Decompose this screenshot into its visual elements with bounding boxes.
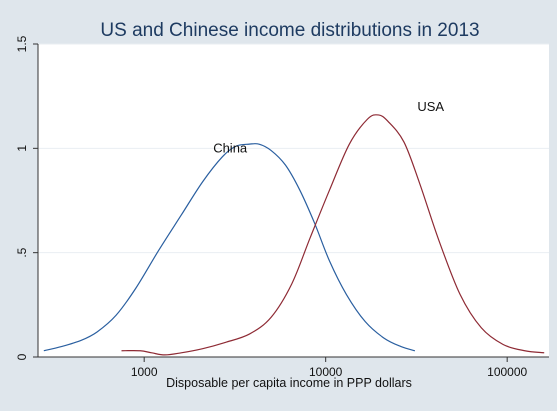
x-tick-label: 100000	[487, 365, 527, 379]
axes: 0 .5 1 1.5 1000 10000 100000	[15, 35, 549, 379]
series-line-china	[43, 143, 416, 352]
y-tick-label: 1	[15, 145, 29, 152]
series-line-usa	[121, 114, 545, 356]
x-axis-title: Disposable per capita income in PPP doll…	[166, 376, 412, 390]
grid-lines	[38, 43, 549, 254]
series-annotations: China USA	[213, 99, 444, 156]
y-tick-label: .5	[15, 247, 29, 257]
annotation-usa: USA	[417, 99, 444, 114]
plot-area	[38, 44, 549, 357]
y-tick-label: 1.5	[15, 35, 29, 52]
chart-title: US and Chinese income distributions in 2…	[100, 20, 479, 41]
series-lines	[43, 114, 545, 356]
x-tick-label: 10000	[309, 365, 343, 379]
x-tick-label: 1000	[131, 365, 158, 379]
annotation-china: China	[213, 141, 248, 156]
y-tick-label: 0	[15, 353, 29, 360]
